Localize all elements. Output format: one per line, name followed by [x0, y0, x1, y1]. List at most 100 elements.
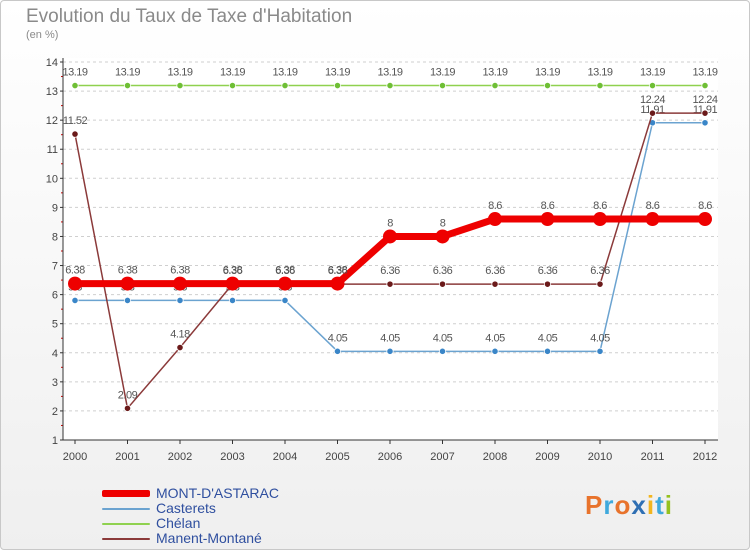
data-point — [701, 81, 709, 90]
logo-letter: r — [603, 490, 615, 520]
plot-area — [63, 58, 718, 440]
legend-swatch — [102, 522, 150, 525]
y-tick-label: 13 — [46, 86, 58, 98]
data-point — [383, 229, 397, 244]
y-tick-label: 11 — [47, 144, 58, 156]
logo-letter: i — [646, 490, 656, 520]
data-point — [176, 343, 184, 352]
data-label: 6.38 — [275, 265, 295, 277]
x-tick-label: 2000 — [63, 451, 87, 463]
data-label: 6.38 — [223, 265, 243, 277]
data-point — [120, 276, 135, 291]
data-point — [645, 212, 660, 227]
data-label: 6.36 — [590, 265, 610, 277]
data-label: 6.36 — [485, 265, 505, 277]
y-tick-label: 1 — [52, 435, 58, 447]
data-point — [543, 347, 552, 355]
data-point — [228, 81, 237, 90]
legend-swatch — [102, 490, 150, 497]
legend-label: Casterets — [156, 500, 216, 516]
legend-item-mont-d-astarac[interactable]: MONT-D'ASTARAC — [102, 486, 279, 501]
data-point — [71, 130, 79, 138]
y-tick-label: 2 — [52, 406, 58, 418]
legend-item-ch-lan[interactable]: Chélan — [102, 516, 279, 531]
data-label: 8.6 — [541, 200, 555, 212]
series-ch-lan: 13.19 13.19 13.19 13.19 13.19 13.19 13.19 13.19… — [62, 67, 718, 90]
data-point — [543, 81, 552, 90]
x-tick-label: 2007 — [430, 451, 454, 463]
data-label: 13.19 — [482, 67, 507, 79]
data-point — [596, 280, 604, 288]
x-tick-label: 2001 — [115, 451, 139, 463]
data-point — [123, 296, 132, 305]
data-label: 13.19 — [115, 67, 140, 79]
data-point — [438, 347, 447, 355]
chart-subtitle: (en %) — [26, 29, 59, 41]
data-point — [330, 276, 345, 291]
data-point — [71, 296, 79, 305]
data-point — [386, 81, 394, 90]
logo-letter: i — [664, 490, 673, 520]
data-point — [435, 229, 450, 244]
series-mont-d-astarac: 6.38 6.38 6.38 6.38 6.38 6.38 8 8 8.6 8.6 8.6 8.6 8.… — [65, 200, 713, 291]
legend-label: Chélan — [156, 515, 201, 531]
logo-letter: t — [655, 490, 665, 520]
data-point — [71, 81, 79, 90]
data-label: 4.18 — [170, 329, 190, 341]
data-label: 2.09 — [118, 389, 138, 401]
data-point — [176, 296, 184, 305]
data-label: 8.6 — [488, 200, 502, 212]
data-label: 8.6 — [593, 200, 607, 212]
y-tick-label: 6 — [52, 290, 58, 302]
data-point — [438, 81, 447, 90]
data-label: 4.05 — [485, 332, 505, 344]
data-label: 13.19 — [535, 67, 560, 79]
data-point — [333, 81, 342, 90]
data-label: 13.19 — [325, 67, 350, 79]
data-label: 4.05 — [433, 332, 453, 344]
data-label: 4.05 — [538, 332, 558, 344]
data-point — [491, 347, 499, 355]
x-tick-label: 2011 — [641, 451, 665, 463]
data-label: 13.19 — [587, 67, 612, 79]
data-point — [228, 296, 237, 305]
legend: MONT-D'ASTARAC Casterets Chélan Manent-Mont… — [102, 486, 279, 546]
data-point — [540, 212, 555, 227]
data-label: 8 — [440, 217, 446, 229]
data-label: 8 — [387, 217, 393, 229]
data-label: 12.24 — [640, 94, 665, 106]
data-point — [543, 280, 552, 288]
data-label: 6.38 — [65, 265, 85, 277]
data-label: 6.36 — [380, 265, 400, 277]
data-point — [701, 109, 709, 117]
x-tick-label: 2008 — [483, 451, 507, 463]
data-point — [596, 347, 604, 355]
data-point — [173, 276, 187, 291]
x-tick-label: 2003 — [220, 451, 244, 463]
data-label: 13.19 — [430, 67, 455, 79]
x-tick-label: 2012 — [693, 451, 717, 463]
data-point — [593, 212, 607, 227]
legend-item-casterets[interactable]: Casterets — [102, 501, 279, 516]
legend-item-manent-montan-[interactable]: Manent-Montané — [102, 531, 279, 546]
x-tick-label: 2009 — [535, 451, 559, 463]
data-point — [281, 296, 289, 305]
data-label: 6.38 — [118, 265, 138, 277]
data-label: 6.38 — [170, 265, 190, 277]
data-point — [281, 81, 289, 90]
y-tick-label: 8 — [52, 231, 58, 243]
chart-title: Evolution du Taux de Taxe d'Habitation — [26, 6, 353, 27]
y-tick-label: 4 — [52, 348, 58, 360]
data-point — [176, 81, 184, 90]
data-label: 6.38 — [328, 265, 348, 277]
data-point — [278, 276, 292, 291]
legend-label: MONT-D'ASTARAC — [156, 485, 279, 501]
data-point — [698, 212, 712, 227]
x-tick-label: 2004 — [273, 451, 297, 463]
data-label: 13.19 — [62, 67, 87, 79]
data-point — [596, 81, 604, 90]
y-tick-label: 14 — [46, 57, 58, 69]
x-tick-label: 2010 — [588, 451, 612, 463]
legend-swatch — [102, 507, 150, 510]
logo-letter: o — [614, 490, 632, 520]
